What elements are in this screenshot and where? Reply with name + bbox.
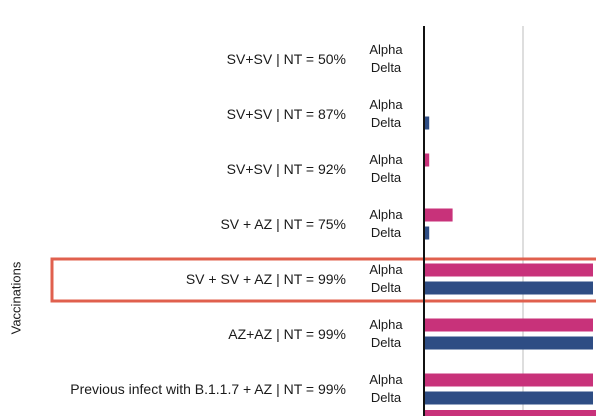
category-label: AZ+AZ | NT = 99% bbox=[228, 326, 346, 342]
series-label-alpha: Alpha bbox=[369, 207, 403, 222]
bar-alpha bbox=[424, 208, 453, 222]
bar-delta bbox=[424, 226, 430, 240]
series-label-alpha: Alpha bbox=[369, 317, 403, 332]
series-label-delta: Delta bbox=[370, 60, 402, 75]
bar-alpha bbox=[424, 373, 593, 387]
bar-alpha bbox=[424, 263, 593, 277]
bar-delta bbox=[424, 391, 593, 405]
category-label: SV+SV | NT = 87% bbox=[226, 106, 346, 122]
bar-alpha bbox=[424, 318, 593, 332]
series-label-delta: Delta bbox=[370, 170, 402, 185]
series-label-alpha: Alpha bbox=[369, 372, 403, 387]
bar-alpha bbox=[424, 410, 596, 416]
category-label: SV + AZ | NT = 75% bbox=[220, 216, 346, 232]
highlight-box bbox=[50, 257, 596, 303]
category-label: Previous infect with B.1.1.7 + AZ | NT =… bbox=[70, 381, 346, 397]
series-label-delta: Delta bbox=[370, 390, 402, 405]
series-label-alpha: Alpha bbox=[369, 42, 403, 57]
series-label-alpha: Alpha bbox=[369, 97, 403, 112]
series-label-delta: Delta bbox=[370, 280, 402, 295]
bar-delta bbox=[424, 336, 593, 350]
bar-alpha bbox=[424, 153, 430, 167]
y-axis-title: Vaccinations bbox=[8, 261, 24, 335]
category-label: SV+SV | NT = 92% bbox=[226, 161, 346, 177]
series-label-delta: Delta bbox=[370, 225, 402, 240]
bar-delta bbox=[424, 116, 430, 130]
series-label-delta: Delta bbox=[370, 115, 402, 130]
series-label-alpha: Alpha bbox=[369, 262, 403, 277]
bar-delta bbox=[424, 281, 593, 295]
category-label: SV+SV | NT = 50% bbox=[226, 51, 346, 67]
series-label-alpha: Alpha bbox=[369, 152, 403, 167]
series-label-delta: Delta bbox=[370, 335, 402, 350]
category-label: SV + SV + AZ | NT = 99% bbox=[185, 271, 346, 287]
